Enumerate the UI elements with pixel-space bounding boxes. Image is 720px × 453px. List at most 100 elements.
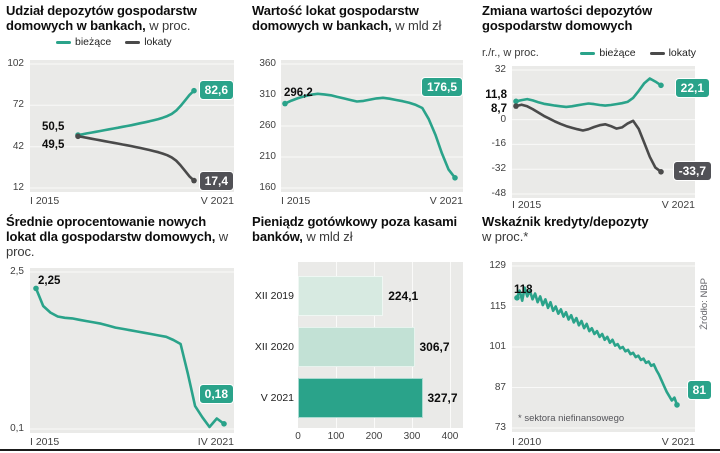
- chart3-subtitle: r./r., w proc.: [482, 47, 539, 59]
- chart3-x-end: V 2021: [661, 199, 695, 211]
- y-tick-label: 73: [494, 422, 506, 433]
- chart5-title-suffix: w mld zł: [302, 229, 353, 244]
- chart2-title: Wartość lokat gospodarstw domowych w ban…: [252, 3, 464, 33]
- chart5-category-3: V 2021: [260, 392, 294, 404]
- chart4-lines: [30, 271, 234, 430]
- teal-line-icon: [56, 40, 71, 44]
- chart3-title-bold: Zmiana wartości depozytów gospodarstw do…: [482, 3, 653, 33]
- bar-value-label: 327,7: [427, 391, 458, 405]
- chart2-start-label: 296,2: [284, 87, 313, 99]
- bar-row: 224,1: [298, 276, 463, 316]
- chart3-subtitle-row: r./r., w proc. bieżące lokaty: [482, 47, 696, 59]
- source-credit: Źródło: NBP: [699, 278, 710, 330]
- y-tick-label: 310: [259, 89, 276, 100]
- chart3-x-start: I 2015: [512, 199, 542, 211]
- gray-line-icon: [649, 51, 665, 55]
- chart4-title-suffix: w proc.: [6, 229, 229, 259]
- chart4-title: Średnie oprocentowanie nowych lokat dla …: [6, 214, 236, 259]
- chart4-start-label: 2,25: [38, 275, 61, 287]
- legend-item-biezace: bieżące: [580, 47, 636, 59]
- chart3-value-badge-biezace: 22,1: [674, 78, 710, 98]
- chart2-x-start: I 2015: [281, 195, 311, 207]
- chart1-value-badge-biezace: 82,6: [198, 80, 234, 100]
- chart2-yaxis: 360 310 260 210 160: [248, 58, 278, 193]
- chart3-xaxis: I 2015 V 2021: [512, 199, 695, 211]
- chart5-title: Pieniądz gotówkowy poza kasami banków, w…: [252, 214, 464, 244]
- bar-row: 327,7: [298, 378, 463, 418]
- teal-line-icon: [580, 51, 596, 55]
- y-tick-label: -16: [491, 138, 506, 150]
- chart2-title-bold: Wartość lokat gospodarstw domowych w ban…: [252, 3, 419, 33]
- chart2-xaxis: I 2015 V 2021: [281, 195, 463, 207]
- y-tick-label: 129: [489, 260, 506, 271]
- y-tick-label: 87: [494, 381, 506, 393]
- chart6-title-bold: Wskaźnik kredyty/depozyty: [482, 214, 649, 229]
- chart4-value-badge: 0,18: [198, 384, 234, 404]
- legend-label-biezace: bieżące: [599, 47, 636, 59]
- chart1-start-label-lokaty: 49,5: [42, 139, 65, 151]
- y-tick-label: 210: [259, 151, 276, 162]
- chart6-start-label: 118: [514, 284, 533, 296]
- x-tick-label: 0: [295, 431, 301, 442]
- chart6-xaxis: I 2010 V 2021: [512, 436, 695, 448]
- legend-label-biezace: bieżące: [75, 36, 112, 48]
- chart5-xaxis: 0 100 200 300 400: [295, 431, 463, 443]
- legend-label-lokaty: lokaty: [668, 47, 696, 59]
- chart3-yaxis: 32160-16-32-48: [478, 64, 508, 199]
- chart6-value-badge: 81: [686, 380, 712, 400]
- chart3-legend: bieżące lokaty: [580, 47, 696, 59]
- chart1-legend: bieżące lokaty: [56, 36, 172, 48]
- chart6-title: Wskaźnik kredyty/depozyty w proc.*: [482, 214, 702, 244]
- chart5-title-bold: Pieniądz gotówkowy poza kasami banków,: [252, 214, 458, 244]
- chart6-plot-area: [512, 262, 695, 432]
- y-tick-label: 0,1: [10, 423, 24, 434]
- y-tick-label: 32: [494, 64, 506, 75]
- x-tick-label: 100: [327, 431, 345, 442]
- bar-row: 306,7: [298, 327, 463, 367]
- chart6-x-end: V 2021: [661, 436, 695, 448]
- chart1-title-bold: Udział depozytów gospodarstw domowych w …: [6, 3, 197, 33]
- y-tick-label: 115: [490, 300, 506, 312]
- chart3-start-label-lokaty: 8,7: [478, 103, 508, 115]
- chart2-value-badge: 176,5: [420, 77, 463, 97]
- chart2-title-suffix: w mld zł: [391, 18, 442, 33]
- legend-item-lokaty: lokaty: [649, 47, 696, 59]
- y-tick-label: -48: [491, 188, 506, 199]
- chart3-lines: [512, 69, 695, 195]
- gridline: [450, 262, 451, 428]
- chart5-category-1: XII 2019: [254, 290, 294, 302]
- legend-label-lokaty: lokaty: [144, 36, 172, 48]
- bar-V 2021: [298, 378, 423, 418]
- y-tick-label: 42: [12, 140, 24, 152]
- y-tick-label: 101: [489, 341, 506, 352]
- chart3-title: Zmiana wartości depozytów gospodarstw do…: [482, 3, 698, 33]
- chart4-xaxis: I 2015 IV 2021: [30, 436, 234, 448]
- chart1-value-badge-lokaty: 17,4: [198, 171, 234, 191]
- chart1-x-end: V 2021: [200, 195, 234, 207]
- chart5-plot-area: 224,1 306,7 327,7: [298, 262, 463, 428]
- chart5-category-2: XII 2020: [254, 341, 294, 353]
- chart3-value-badge-lokaty: -33,7: [672, 161, 712, 181]
- y-tick-label: 260: [259, 120, 276, 131]
- chart4-plot-area: [30, 268, 234, 433]
- bottom-rule: [0, 449, 720, 451]
- chart6-yaxis: 129 115 101 87 73: [478, 260, 508, 433]
- bar-XII 2020: [298, 327, 415, 367]
- chart3-plot-area: [512, 66, 695, 198]
- y-tick-label: 0: [500, 113, 506, 125]
- x-tick-label: 400: [441, 431, 459, 442]
- chart3-start-label-biezace: 11,8: [478, 89, 508, 101]
- chart6-lines: [512, 265, 695, 429]
- chart1-xaxis: I 2015 V 2021: [30, 195, 234, 207]
- chart6-footnote: * sektora niefinansowego: [518, 413, 625, 424]
- y-tick-label: 102: [7, 58, 24, 69]
- y-tick-label: 2,5: [10, 266, 24, 277]
- y-tick-label: -32: [491, 163, 506, 175]
- y-tick-label: 72: [12, 99, 24, 111]
- chart2-x-end: V 2021: [429, 195, 463, 207]
- chart1-start-label-biezace: 50,5: [42, 121, 65, 133]
- chart1-title-suffix: w proc.: [145, 18, 191, 33]
- legend-item-biezace: bieżące: [56, 36, 111, 48]
- y-tick-label: 360: [259, 58, 276, 69]
